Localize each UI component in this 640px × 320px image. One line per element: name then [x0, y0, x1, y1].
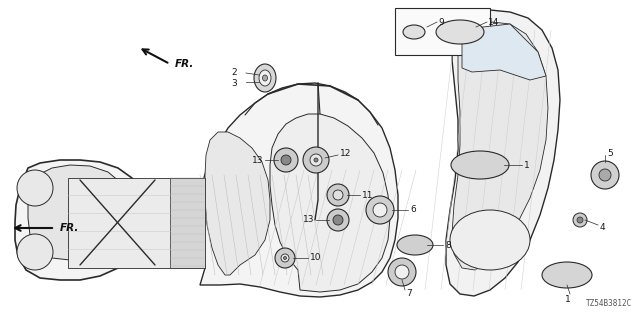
Polygon shape: [198, 83, 398, 297]
Text: 5: 5: [607, 148, 612, 157]
Circle shape: [281, 254, 289, 262]
Text: 12: 12: [340, 148, 351, 157]
Circle shape: [333, 190, 343, 200]
Text: TZ54B3812C: TZ54B3812C: [586, 299, 632, 308]
Circle shape: [373, 203, 387, 217]
Circle shape: [281, 155, 291, 165]
Polygon shape: [68, 178, 205, 268]
Ellipse shape: [542, 262, 592, 288]
Circle shape: [275, 248, 295, 268]
Circle shape: [591, 161, 619, 189]
Circle shape: [314, 158, 318, 162]
Circle shape: [577, 217, 583, 223]
Polygon shape: [462, 24, 546, 80]
Text: 10: 10: [310, 253, 321, 262]
Text: 7: 7: [406, 289, 412, 298]
Circle shape: [573, 213, 587, 227]
Circle shape: [274, 148, 298, 172]
Ellipse shape: [262, 75, 268, 81]
Circle shape: [388, 258, 416, 286]
Ellipse shape: [450, 210, 530, 270]
Ellipse shape: [397, 235, 433, 255]
Text: 8: 8: [445, 241, 451, 250]
Text: 13: 13: [252, 156, 263, 164]
Polygon shape: [170, 178, 205, 268]
Polygon shape: [446, 10, 560, 296]
Circle shape: [310, 154, 322, 166]
Circle shape: [333, 215, 343, 225]
Circle shape: [17, 170, 53, 206]
Text: 3: 3: [231, 78, 237, 87]
Text: FR.: FR.: [175, 59, 195, 69]
Polygon shape: [15, 160, 143, 280]
Text: 11: 11: [362, 190, 374, 199]
Text: FR.: FR.: [60, 223, 79, 233]
Ellipse shape: [436, 20, 484, 44]
Circle shape: [303, 147, 329, 173]
Text: 9: 9: [438, 18, 444, 27]
Ellipse shape: [254, 64, 276, 92]
Text: 14: 14: [488, 18, 499, 27]
Circle shape: [17, 234, 53, 270]
Polygon shape: [28, 165, 130, 260]
Ellipse shape: [259, 70, 271, 86]
Text: 4: 4: [600, 223, 605, 233]
Circle shape: [284, 257, 287, 260]
Polygon shape: [205, 132, 270, 275]
Text: 1: 1: [565, 295, 571, 305]
Ellipse shape: [403, 25, 425, 39]
Text: 6: 6: [410, 205, 416, 214]
Circle shape: [395, 265, 409, 279]
Circle shape: [327, 184, 349, 206]
Text: 13: 13: [303, 215, 314, 225]
Ellipse shape: [451, 151, 509, 179]
Polygon shape: [452, 22, 548, 270]
Text: 1: 1: [524, 161, 530, 170]
Circle shape: [327, 209, 349, 231]
Polygon shape: [270, 114, 390, 292]
Polygon shape: [395, 8, 490, 55]
Text: 2: 2: [232, 68, 237, 76]
Circle shape: [599, 169, 611, 181]
Circle shape: [366, 196, 394, 224]
